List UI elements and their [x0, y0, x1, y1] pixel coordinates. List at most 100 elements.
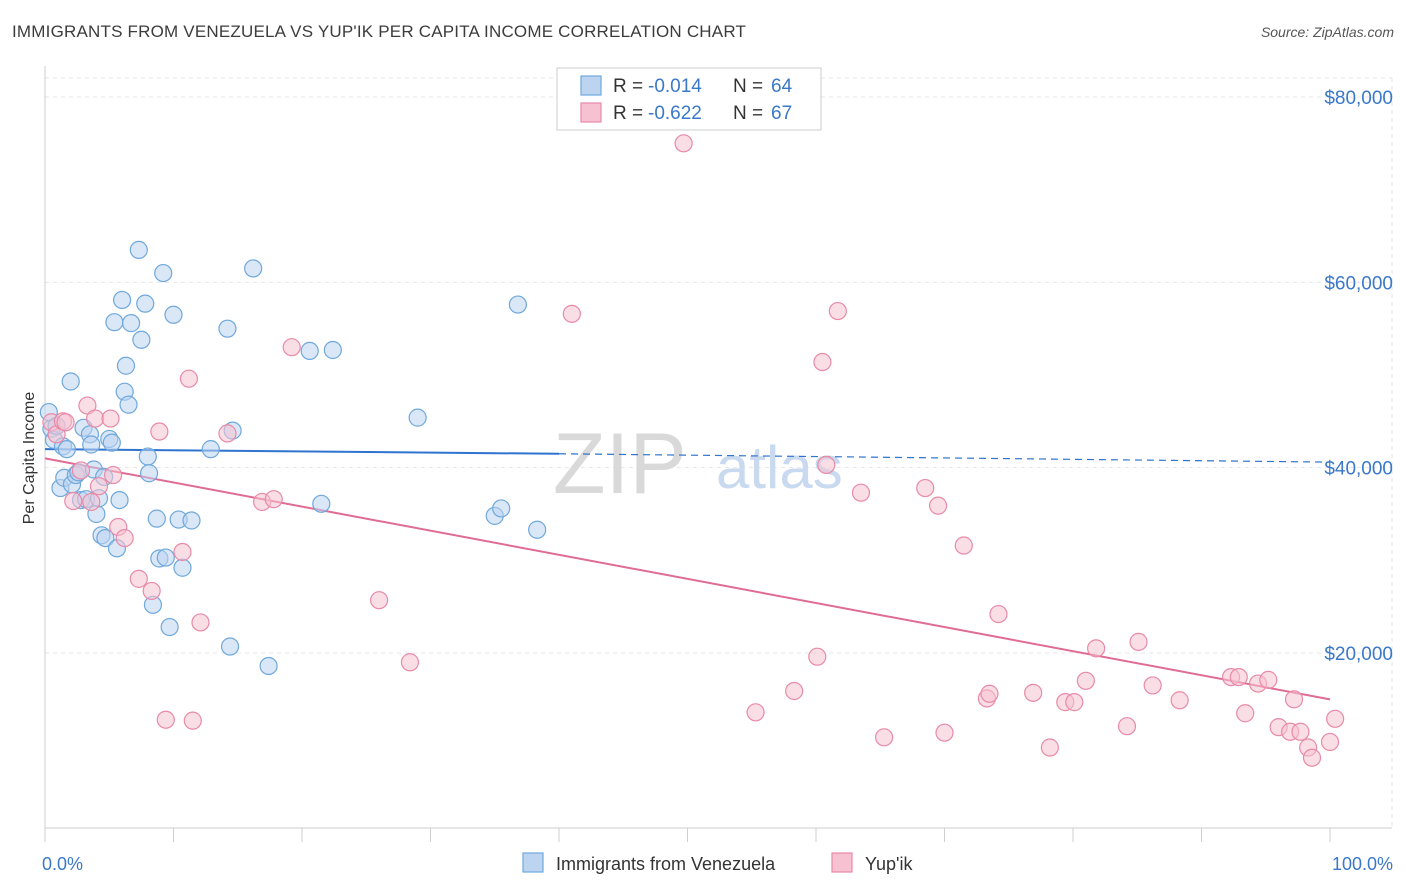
yupik-point: [191, 613, 210, 632]
yupik-point: [875, 728, 894, 747]
legend-venezuela-label: Immigrants from Venezuela: [556, 854, 776, 874]
venezuela-point: [132, 330, 151, 349]
data-points: [39, 134, 1345, 767]
yupik-point: [1291, 722, 1310, 741]
legend-pink-n-value: 67: [771, 103, 792, 124]
venezuela-point: [300, 341, 319, 361]
yupik-point: [183, 711, 202, 730]
venezuela-point: [61, 372, 80, 391]
venezuela-point: [147, 509, 166, 528]
legend-yupik-swatch: [831, 852, 853, 873]
y-tick-label: $80,000: [1324, 88, 1393, 109]
stats-legend: R = -0.014 N = 64 R = -0.622 N = 67: [556, 67, 822, 131]
yupik-point: [989, 604, 1008, 624]
yupik-point: [916, 478, 935, 498]
venezuela-point: [105, 313, 124, 332]
yupik-point: [746, 703, 765, 722]
watermark-zip: ZIP: [553, 416, 687, 512]
legend-blue-r-value: -0.014: [648, 76, 702, 97]
yupik-point: [64, 491, 83, 511]
legend-venezuela-swatch: [522, 852, 544, 873]
venezuela-point: [96, 528, 115, 548]
venezuela-point: [528, 520, 547, 539]
y-tick-label: $20,000: [1324, 644, 1393, 665]
series-legend: Immigrants from Venezuela Yup'ik: [522, 852, 913, 874]
venezuela-point: [82, 435, 101, 454]
venezuela-point: [173, 558, 192, 577]
yupik-point: [813, 352, 832, 372]
venezuela-point: [138, 447, 157, 466]
venezuela-point: [218, 319, 237, 338]
venezuela-point: [112, 290, 132, 310]
yupik-point: [115, 528, 134, 548]
venezuela-point: [139, 464, 159, 483]
yupik-point: [89, 477, 109, 496]
y-tick-labels: $20,000 $40,000 $60,000 $80,000: [1324, 88, 1393, 665]
legend-blue-r-label: R =: [613, 76, 643, 97]
yupik-point: [562, 304, 581, 323]
venezuela-point: [182, 511, 201, 530]
venezuela-point: [110, 491, 129, 510]
yupik-point: [828, 301, 847, 321]
legend-blue-n-value: 64: [771, 76, 793, 97]
yupik-point: [1229, 667, 1248, 687]
yupik-point: [785, 681, 804, 701]
venezuela-point: [57, 440, 76, 459]
yupik-point: [1087, 639, 1106, 658]
yupik-point: [71, 461, 91, 480]
yupik-point: [1302, 748, 1322, 767]
venezuela-point: [102, 433, 121, 452]
legend-blue-n-label: N =: [733, 76, 763, 97]
x-tick-label: 100.0%: [1332, 854, 1393, 874]
chart-title: IMMIGRANTS FROM VENEZUELA VS YUP'IK PER …: [12, 22, 747, 41]
y-tick-label: $60,000: [1324, 273, 1393, 294]
yupik-point: [1040, 738, 1059, 757]
yupik-point: [179, 369, 199, 388]
venezuela-trend-extension: [558, 453, 1331, 463]
yupik-point: [1259, 670, 1278, 689]
yupik-point: [674, 134, 693, 153]
x-tick-labels: 0.0% 100.0%: [42, 854, 1393, 874]
yupik-point: [104, 465, 123, 485]
yupik-point: [980, 684, 999, 703]
venezuela-point: [220, 637, 240, 656]
venezuela-point: [136, 294, 155, 313]
yupik-point: [173, 542, 192, 562]
trend-lines: [44, 448, 1331, 701]
source-credit: Source: ZipAtlas.com: [1260, 24, 1394, 40]
yupik-point: [400, 653, 420, 672]
yupik-point: [1024, 683, 1043, 702]
yupik-point: [218, 424, 237, 443]
venezuela-point: [119, 395, 138, 414]
venezuela-point: [201, 440, 220, 459]
legend-pink-n-label: N =: [733, 103, 763, 124]
yupik-point: [1143, 676, 1162, 695]
yupik-point: [1129, 632, 1148, 651]
venezuela-point: [160, 617, 179, 637]
yupik-point: [101, 409, 120, 428]
venezuela-point: [164, 305, 183, 324]
yupik-point: [56, 413, 75, 432]
yupik-point: [928, 496, 948, 515]
yupik-point: [1326, 709, 1345, 728]
yupik-point: [1284, 690, 1304, 709]
venezuela-point: [259, 656, 278, 676]
venezuela-point: [323, 340, 342, 360]
yupik-point: [370, 591, 389, 610]
legend-blue-swatch: [580, 75, 602, 96]
yupik-point: [86, 409, 105, 428]
venezuela-point: [408, 408, 427, 427]
x-tick-label: 0.0%: [42, 854, 83, 874]
venezuela-point: [244, 259, 263, 278]
y-tick-label: $40,000: [1324, 459, 1393, 480]
venezuela-point: [492, 499, 511, 518]
yupik-trend-line: [44, 457, 1331, 701]
yupik-point: [1236, 704, 1255, 723]
yupik-point: [1065, 693, 1084, 712]
venezuela-point: [156, 548, 175, 567]
legend-pink-r-label: R =: [613, 103, 643, 124]
yupik-point: [282, 338, 301, 357]
yupik-point: [264, 490, 283, 509]
yupik-point: [1076, 671, 1095, 690]
